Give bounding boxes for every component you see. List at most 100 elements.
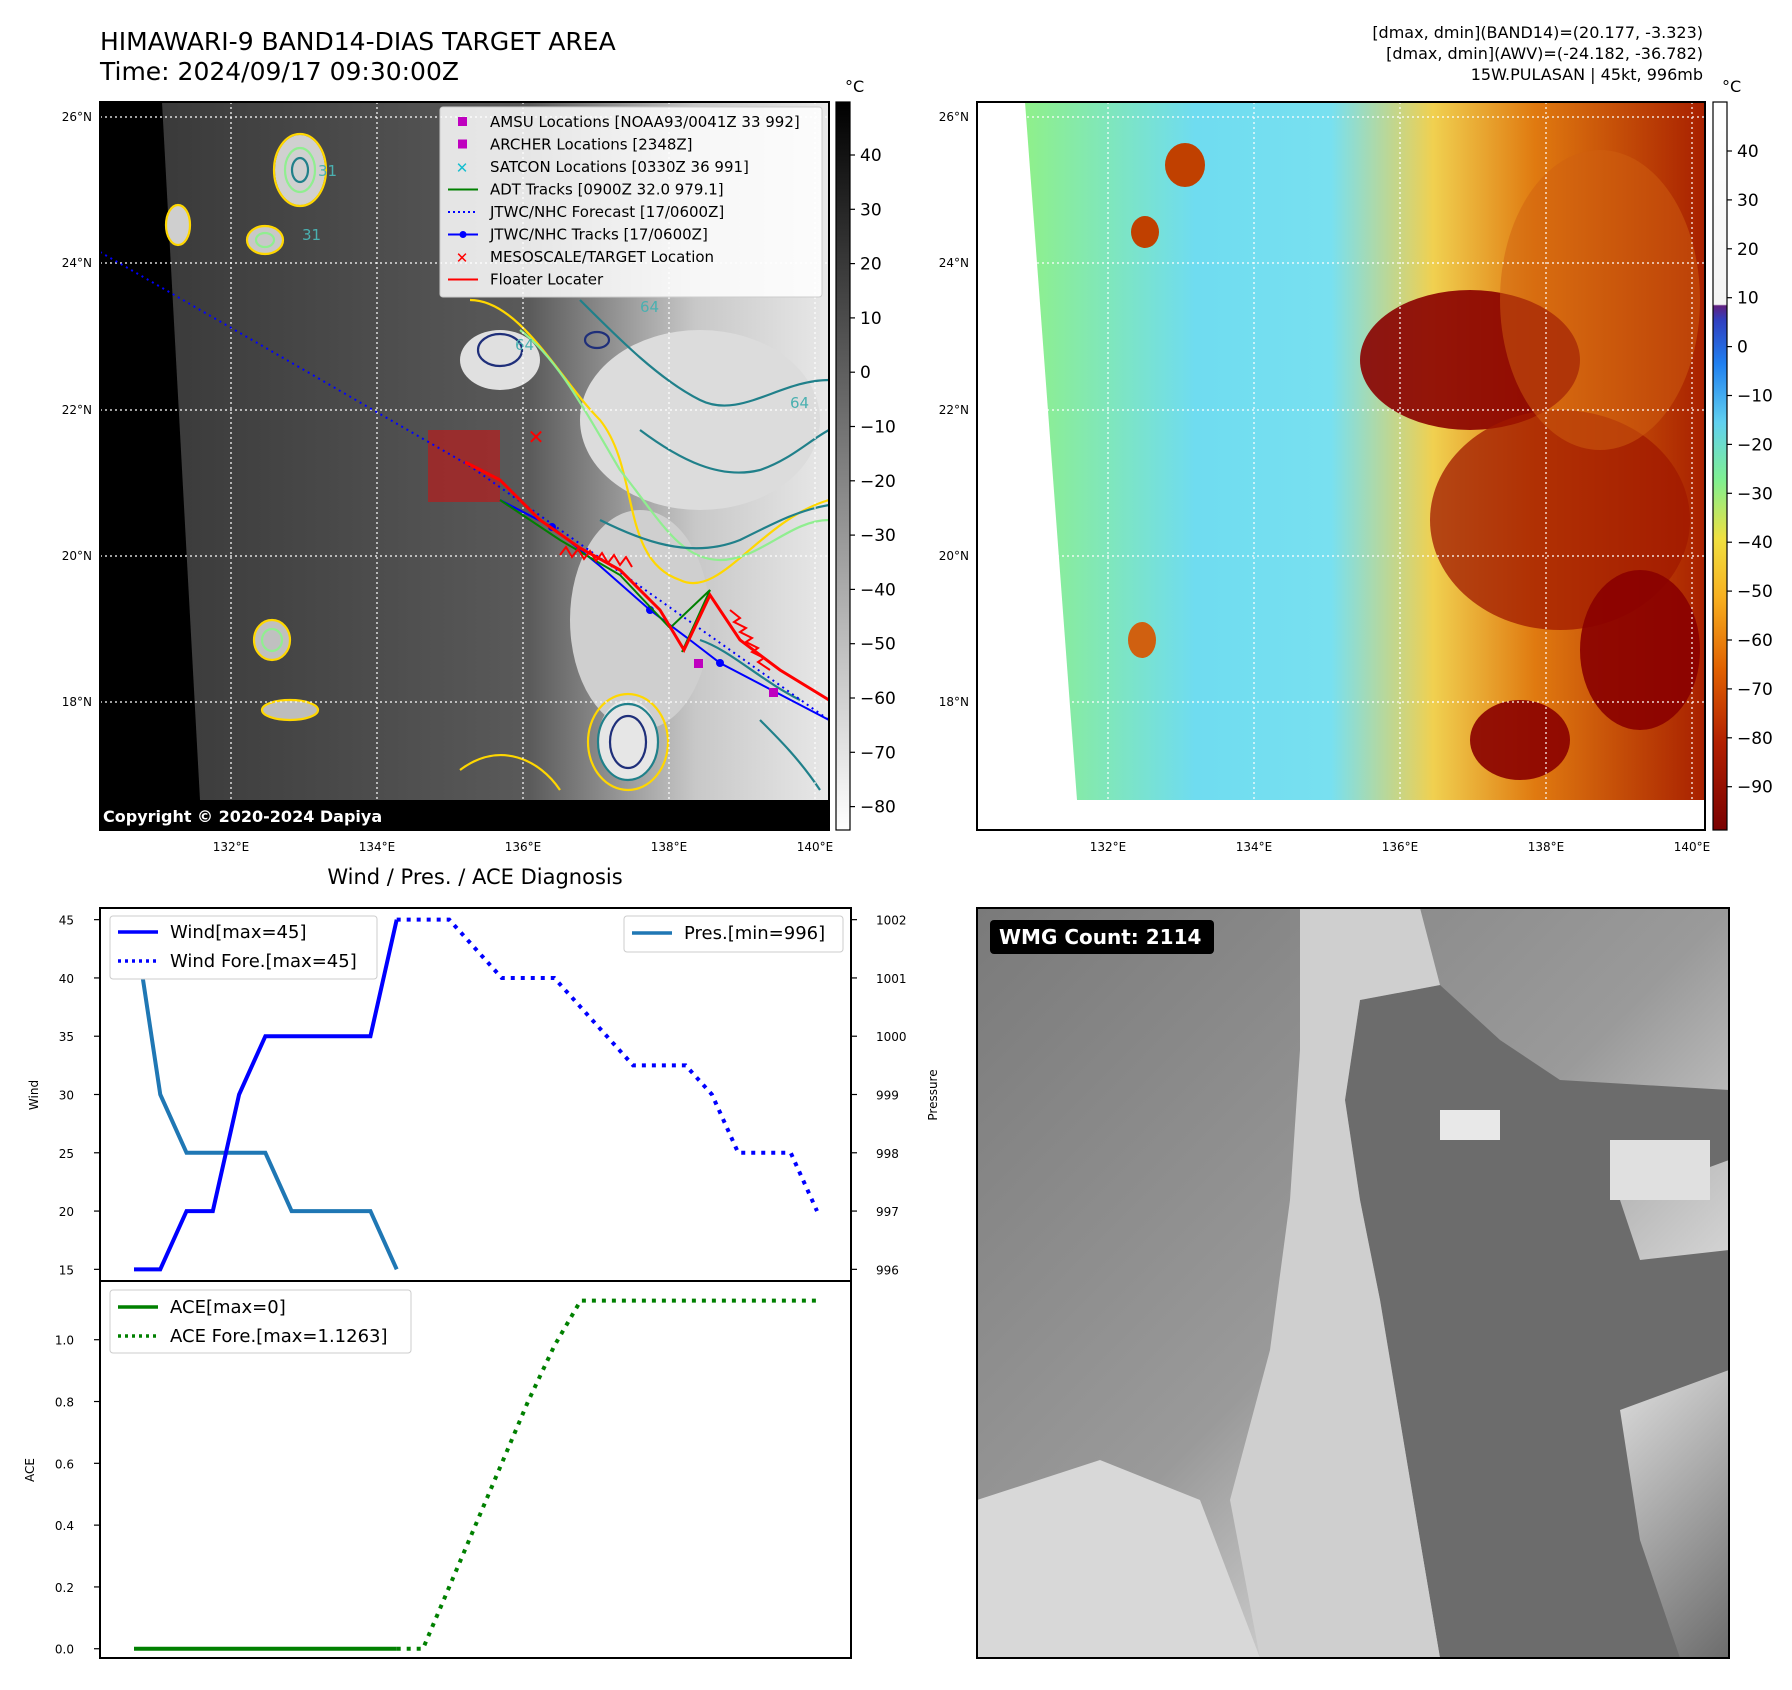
legend-swatch [458, 117, 467, 126]
y-tick-label: 999 [876, 1089, 899, 1103]
legend-pres-label: Pres.[min=996] [684, 923, 825, 944]
colorbar-tick-label: −50 [1737, 582, 1773, 602]
left-map-lon-ticks: 132°E 134°E 136°E 138°E 140°E [213, 840, 834, 854]
colorbar-tick-label: −10 [860, 418, 896, 438]
legend-item-label: AMSU Locations [NOAA93/0041Z 33 992] [490, 113, 800, 131]
archer-location-marker [769, 688, 778, 697]
colorbar-tick-label: 30 [860, 200, 882, 220]
colorbar-tick-label: −80 [1737, 729, 1773, 749]
colorbar-tick-label: −60 [860, 689, 896, 709]
left-map-panel: 64 64 64 31 31 [62, 77, 896, 854]
right-colorbar-ticks: 40 30 20 10 0 −10 −20 −30 −40 −50 −60 −70 −80 −90 [1727, 142, 1773, 798]
lon-tick-label: 132°E [213, 840, 250, 854]
info-line-1: [dmax, dmin](BAND14)=(20.177, -3.323) [1372, 23, 1703, 42]
wmg-bright-band [1230, 908, 1440, 1658]
right-map-lat-ticks: 26°N 24°N 22°N 20°N 18°N [939, 110, 969, 709]
legend-swatch-dot [459, 231, 467, 238]
legend-swatch [458, 139, 467, 149]
colorbar-tick-label: 0 [860, 363, 871, 383]
target-area-box [428, 430, 500, 502]
pressure-axis-label: Pressure [926, 1069, 940, 1120]
wmg-frame [976, 907, 1730, 1659]
diag-title: Wind / Pres. / ACE Diagnosis [327, 865, 622, 889]
colorbar-tick-label: −50 [860, 635, 896, 655]
wind-forecast-series-line [396, 917, 819, 1212]
wmg-label-box [990, 920, 1214, 954]
left-colorbar [835, 101, 851, 831]
left-map-frame [99, 101, 830, 831]
lon-tick-label: 134°E [359, 840, 396, 854]
diag-chart: 15 20 25 30 35 40 45 996 997 998 999 1000 1001 1002 0.… [23, 907, 940, 1659]
right-map-panel: 26°N 24°N 22°N 20°N 18°N 132°E 134°E 136… [939, 77, 1773, 854]
y-tick-label: 30 [59, 1089, 74, 1103]
amsu-location-marker [694, 659, 703, 668]
left-colorbar-ticks: 40 30 20 10 0 −10 −20 −30 −40 −50 −60 −70 −80 [850, 146, 896, 818]
y-tick-label: 0.8 [55, 1396, 74, 1410]
y-tick-label: 25 [59, 1147, 74, 1161]
legend-item-label: MESOSCALE/TARGET Location [490, 248, 714, 266]
wmg-panel: WMG Count: 2114 [976, 907, 1730, 1659]
contour-label: 64 [790, 394, 809, 412]
contour-label: 64 [515, 336, 534, 354]
lat-tick-label: 18°N [939, 695, 969, 709]
floater-locater-zigzag [559, 545, 633, 568]
lat-tick-label: 24°N [62, 256, 92, 270]
lat-tick-label: 26°N [62, 110, 92, 124]
colorbar-tick-label: −70 [860, 743, 896, 763]
left-colorbar-unit: °C [845, 77, 864, 96]
colorbar-tick-label: −40 [860, 580, 896, 600]
figure-time: Time: 2024/09/17 09:30:00Z [99, 57, 459, 86]
colorbar-tick-label: 0 [1737, 338, 1748, 358]
lon-tick-label: 132°E [1090, 840, 1127, 854]
y-tick-label: 0.2 [55, 1581, 74, 1595]
colorbar-tick-label: −40 [1737, 533, 1773, 553]
colorbar-tick-label: −10 [1737, 387, 1773, 407]
lon-tick-label: 134°E [1236, 840, 1273, 854]
wind-series-line [134, 919, 399, 1272]
legend-box [439, 106, 823, 298]
y-tick-label: 0.4 [55, 1519, 74, 1533]
lon-tick-label: 140°E [1674, 840, 1711, 854]
adt-track-line [499, 499, 711, 653]
pres-legend-box [623, 915, 844, 953]
colorbar-tick-label: 30 [1737, 191, 1759, 211]
info-line-2: [dmax, dmin](AWV)=(-24.182, -36.782) [1386, 44, 1703, 63]
wmg-count-label: WMG Count: 2114 [999, 925, 1201, 949]
y-tick-label: 0.6 [55, 1457, 74, 1471]
contour-label: 64 [640, 298, 659, 316]
y-tick-label: 15 [59, 1263, 74, 1277]
contour-label: 31 [302, 226, 321, 244]
info-line-3: 15W.PULASAN | 45kt, 996mb [1471, 65, 1703, 84]
right-map-frame [976, 101, 1706, 831]
copyright-bar [100, 800, 829, 830]
ace-legend-box [109, 1289, 412, 1354]
colorbar-tick-label: 10 [1737, 289, 1759, 309]
right-map-lon-ticks: 132°E 134°E 136°E 138°E 140°E [1090, 840, 1711, 854]
y-tick-label: 1001 [876, 972, 907, 986]
left-map-lat-ticks: 26°N 24°N 22°N 20°N 18°N [62, 110, 92, 709]
lat-tick-label: 18°N [62, 695, 92, 709]
lon-tick-label: 136°E [505, 840, 542, 854]
y-tick-label: 996 [876, 1263, 899, 1277]
y-tick-label: 35 [59, 1030, 74, 1044]
colorbar-tick-label: 20 [860, 255, 882, 275]
wind-axis-label: Wind [27, 1080, 41, 1110]
lon-tick-label: 138°E [651, 840, 688, 854]
ace-forecast-series-line [396, 1298, 817, 1651]
right-colorbar-unit: °C [1722, 77, 1741, 96]
left-map-legend: AMSU Locations [NOAA93/0041Z 33 992] ARCH… [439, 106, 823, 298]
floater-locater-zigzag [729, 609, 771, 671]
lon-tick-label: 136°E [1382, 840, 1419, 854]
lat-tick-label: 26°N [939, 110, 969, 124]
lat-tick-label: 22°N [62, 403, 92, 417]
figure-title: HIMAWARI-9 BAND14-DIAS TARGET AREA [100, 27, 616, 56]
mesoscale-target-marker: ✕ [528, 425, 545, 449]
ace-axis-label: ACE [23, 1458, 37, 1482]
colorbar-tick-label: −30 [860, 526, 896, 546]
legend-ace-label: ACE[max=0] [170, 1297, 286, 1318]
y-tick-label: 40 [59, 972, 74, 986]
ace-legend: ACE[max=0] ACE Fore.[max=1.1263] [109, 1289, 412, 1354]
legend-swatch: ✕ [456, 159, 469, 177]
right-map-gridlines [977, 102, 1705, 830]
ace-axes [99, 1280, 852, 1659]
